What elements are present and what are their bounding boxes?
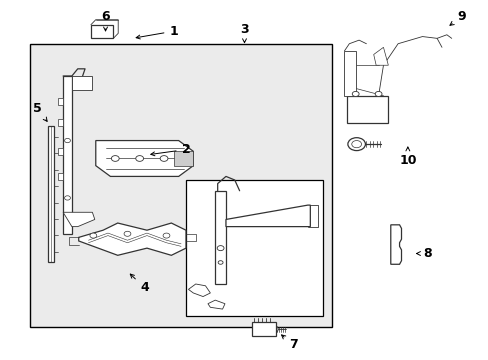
Text: 6: 6 bbox=[101, 10, 110, 31]
Polygon shape bbox=[58, 119, 63, 126]
Text: 4: 4 bbox=[130, 274, 149, 294]
Polygon shape bbox=[79, 223, 185, 255]
Circle shape bbox=[217, 246, 224, 251]
Polygon shape bbox=[346, 96, 387, 123]
Circle shape bbox=[347, 138, 365, 150]
Polygon shape bbox=[344, 51, 355, 96]
Polygon shape bbox=[251, 322, 276, 336]
Circle shape bbox=[124, 231, 131, 236]
Circle shape bbox=[351, 140, 361, 148]
Circle shape bbox=[266, 325, 278, 333]
Circle shape bbox=[111, 156, 119, 161]
Text: 5: 5 bbox=[33, 102, 47, 121]
Circle shape bbox=[351, 91, 358, 96]
Polygon shape bbox=[215, 191, 225, 284]
Polygon shape bbox=[63, 76, 72, 234]
Polygon shape bbox=[207, 300, 224, 309]
Polygon shape bbox=[188, 284, 210, 297]
Circle shape bbox=[136, 156, 143, 161]
Polygon shape bbox=[58, 148, 63, 155]
Polygon shape bbox=[173, 151, 193, 166]
Polygon shape bbox=[373, 47, 387, 65]
Polygon shape bbox=[72, 76, 92, 90]
Polygon shape bbox=[390, 225, 401, 264]
Polygon shape bbox=[63, 212, 95, 226]
Polygon shape bbox=[48, 126, 54, 262]
Text: 1: 1 bbox=[136, 25, 178, 39]
Circle shape bbox=[163, 233, 169, 238]
Polygon shape bbox=[225, 205, 310, 226]
Circle shape bbox=[374, 91, 381, 96]
Text: 8: 8 bbox=[416, 247, 431, 260]
Polygon shape bbox=[91, 25, 113, 39]
Bar bbox=[30, 44, 331, 327]
Circle shape bbox=[218, 261, 223, 264]
Text: 7: 7 bbox=[281, 335, 297, 351]
Polygon shape bbox=[58, 98, 63, 105]
Polygon shape bbox=[96, 140, 193, 176]
Text: 2: 2 bbox=[150, 143, 190, 156]
Bar bbox=[185, 180, 322, 316]
Circle shape bbox=[64, 196, 70, 200]
Text: 10: 10 bbox=[398, 147, 416, 167]
Text: 3: 3 bbox=[240, 23, 248, 42]
Circle shape bbox=[64, 138, 70, 143]
Circle shape bbox=[160, 156, 167, 161]
Circle shape bbox=[90, 233, 97, 238]
Polygon shape bbox=[58, 173, 63, 180]
Text: 9: 9 bbox=[449, 10, 465, 25]
